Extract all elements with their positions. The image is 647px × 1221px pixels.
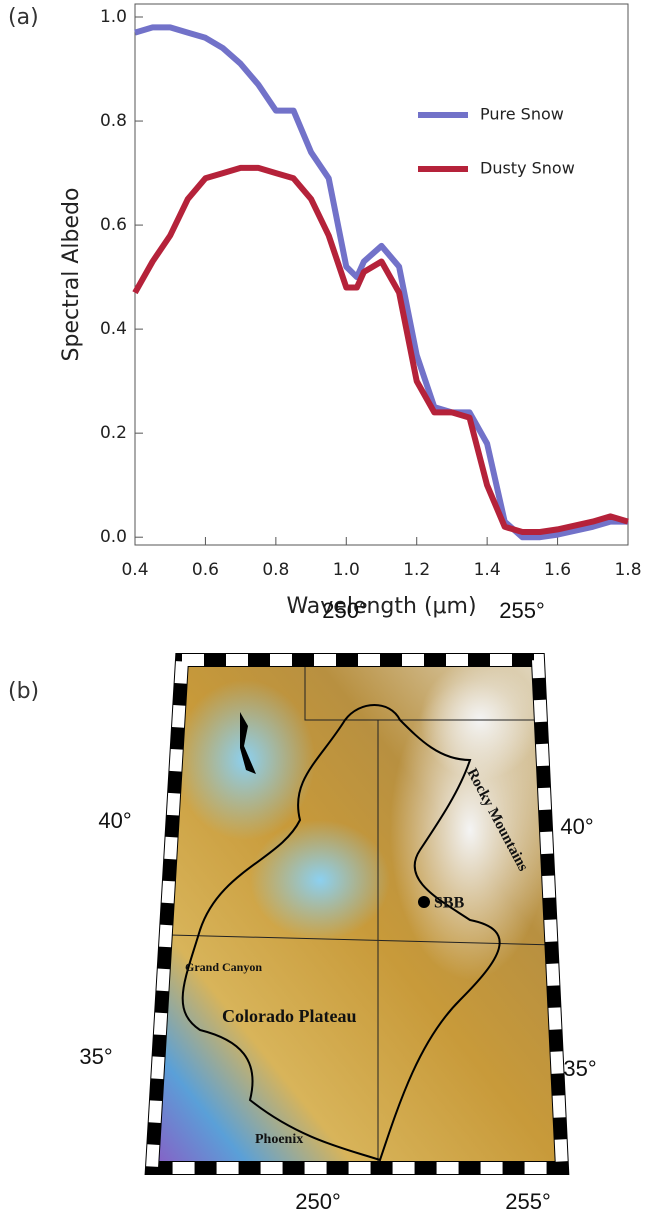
- graticule-label: 250°: [295, 1189, 341, 1214]
- lake: [240, 712, 256, 774]
- graticule-label: 255°: [505, 1189, 551, 1214]
- series-line: [134, 24, 628, 541]
- place-label: Grand Canyon: [185, 960, 262, 974]
- graticule-label: 255°: [499, 598, 545, 623]
- x-tick-label: 1.4: [474, 560, 501, 580]
- y-tick-label: 0.4: [100, 319, 127, 339]
- basin-outline: [181, 704, 501, 1162]
- x-tick-label: 0.8: [262, 560, 289, 580]
- graticule-label: 250°: [322, 598, 368, 623]
- place-label: SBB: [434, 895, 465, 912]
- x-tick-label: 1.6: [544, 560, 571, 580]
- y-axis-title: Spectral Albedo: [59, 188, 84, 362]
- graticule-label: 35°: [79, 1044, 112, 1069]
- x-tick-label: 0.4: [121, 560, 148, 580]
- y-tick-label: 1.0: [100, 7, 127, 27]
- place-label: Colorado Plateau: [222, 1006, 357, 1026]
- y-tick-label: 0.8: [100, 111, 127, 131]
- panel-label: (a): [8, 5, 39, 30]
- place-label: Phoenix: [255, 1132, 303, 1147]
- graticule-label: 35°: [563, 1056, 596, 1081]
- x-axis-title: Wavelength (μm): [286, 594, 476, 619]
- x-tick-label: 0.6: [192, 560, 219, 580]
- map-frame-checks: [145, 654, 569, 1174]
- graticule-label: 40°: [560, 814, 593, 839]
- y-tick-label: 0.0: [100, 527, 127, 547]
- map-basin: [250, 820, 390, 940]
- state-border: [169, 662, 556, 1168]
- y-tick-label: 0.2: [100, 423, 127, 443]
- sbb-site: [418, 896, 430, 908]
- graticule-label: 40°: [98, 808, 131, 833]
- map: [144, 653, 570, 1175]
- x-tick-label: 1.2: [403, 560, 430, 580]
- panel-label: (b): [8, 679, 39, 704]
- plot-frame: [134, 3, 629, 546]
- x-tick-label: 1.0: [333, 560, 360, 580]
- series-line: [132, 164, 629, 535]
- legend-label: Pure Snow: [480, 105, 564, 124]
- legend-label: Dusty Snow: [480, 159, 575, 178]
- y-tick-label: 0.6: [100, 215, 127, 235]
- x-tick-label: 1.8: [614, 560, 641, 580]
